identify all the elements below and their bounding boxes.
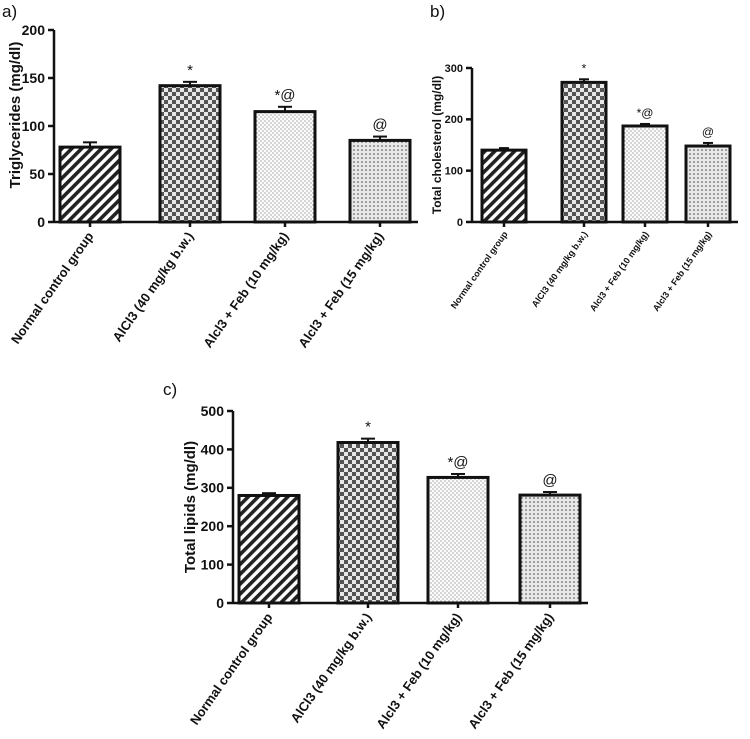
- bar: [684, 144, 732, 224]
- bar: [426, 475, 490, 605]
- x-tick-label: AlCl3 (40 mg/kg b.w.): [109, 229, 196, 344]
- x-tick-label: AlCl3 (40 mg/kg b.w.): [530, 229, 590, 309]
- y-tick-label: 50: [29, 166, 45, 182]
- y-tick-label: 200: [22, 22, 46, 38]
- y-tick-label: 300: [445, 63, 463, 75]
- x-tick-label: Normal control group: [449, 229, 510, 311]
- y-tick-label: 150: [22, 70, 46, 86]
- y-tick-label: 0: [37, 214, 45, 230]
- significance-marker: @: [702, 125, 714, 139]
- bar: [560, 80, 608, 224]
- x-tick-label: Alcl3 + Feb (15 mg/kg): [465, 610, 556, 731]
- bar: [253, 110, 317, 224]
- bar: [518, 493, 582, 605]
- bar: [58, 145, 122, 224]
- x-tick-label: Alcl3 + Feb (10 mg/kg): [200, 229, 291, 350]
- significance-marker: *: [582, 61, 587, 75]
- panel-c: c) Total lipids (mg/dl) 0 100 200 300 400 500…: [163, 380, 588, 731]
- x-tick-label: Alcl3 + Feb (10 mg/kg): [373, 610, 464, 731]
- y-tick-label: 100: [22, 118, 46, 134]
- significance-marker: *: [187, 62, 193, 79]
- panel-b: b) Total cholesterol (mg/dl) 0 100 200 300 N…: [430, 2, 738, 313]
- y-tick-label: 300: [201, 480, 225, 496]
- bar: [237, 493, 301, 605]
- y-tick-label: 100: [201, 557, 225, 573]
- x-tick-label: Normal control group: [8, 229, 97, 347]
- x-tick-label: Normal control group: [187, 610, 276, 728]
- y-tick-label: 200: [201, 518, 225, 534]
- significance-marker: @: [542, 472, 557, 489]
- x-tick-label: Alcl3 + Feb (15 mg/kg): [651, 229, 714, 313]
- panel-label: b): [430, 2, 445, 21]
- bar: [348, 138, 412, 224]
- bar: [336, 440, 400, 605]
- panel-label: a): [2, 2, 17, 21]
- panel-a: a) Triglycerides (mg/dl) 0 50 100 150 200 Nor…: [2, 2, 418, 350]
- x-tick-label: AlCl3 (40 mg/kg b.w.): [287, 610, 374, 725]
- y-tick-label: 100: [445, 166, 463, 178]
- bar: [158, 84, 222, 224]
- x-tick-label: Alcl3 + Feb (15 mg/kg): [295, 229, 386, 350]
- bar: [480, 148, 528, 224]
- y-tick-label: 200: [445, 114, 463, 126]
- panel-label: c): [163, 380, 177, 399]
- y-tick-label: 0: [216, 595, 224, 611]
- significance-marker: *@: [447, 454, 468, 471]
- y-axis-label: Triglycerides (mg/dl): [7, 42, 24, 189]
- y-tick-label: 500: [201, 403, 225, 419]
- y-axis-label: Total lipids (mg/dl): [182, 441, 199, 573]
- x-tick-label: Alcl3 + Feb (10 mg/kg): [588, 229, 651, 313]
- significance-marker: @: [372, 117, 387, 134]
- y-tick-label: 0: [457, 217, 463, 229]
- significance-marker: *: [365, 419, 371, 436]
- y-tick-label: 400: [201, 441, 225, 457]
- bar: [621, 124, 669, 224]
- significance-marker: *@: [274, 87, 295, 104]
- y-axis-label: Total cholesterol (mg/dl): [430, 76, 444, 214]
- significance-marker: *@: [637, 106, 654, 120]
